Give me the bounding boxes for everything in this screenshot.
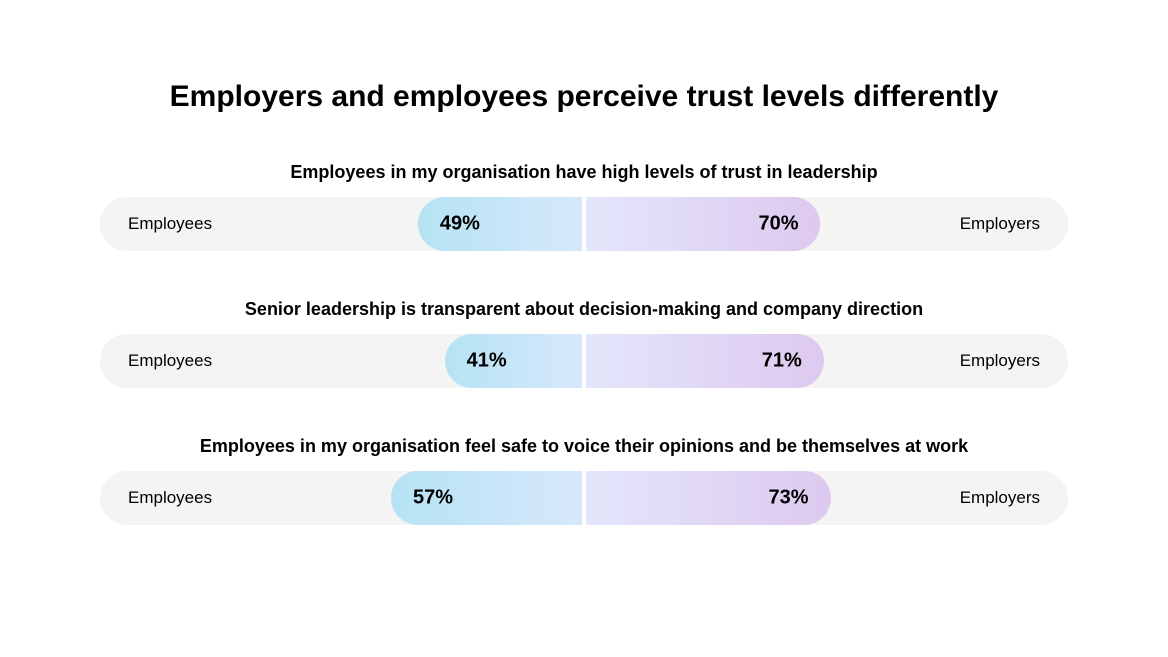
bar-track: Employees 49% 70% Employers: [100, 197, 1068, 251]
center-zone: 41% 71%: [445, 334, 824, 388]
employers-bar: 70%: [586, 197, 821, 251]
employers-bar: 71%: [586, 334, 824, 388]
employers-pct: 70%: [758, 213, 798, 236]
employers-bar: 73%: [586, 471, 831, 525]
left-label: Employees: [128, 488, 212, 508]
employees-bar: 57%: [391, 471, 582, 525]
employers-pct: 71%: [762, 350, 802, 373]
bar-track: Employees 57% 73% Employers: [100, 471, 1068, 525]
employees-pct: 57%: [413, 487, 453, 510]
employees-bar: 41%: [445, 334, 582, 388]
bar-track: Employees 41% 71% Employers: [100, 334, 1068, 388]
center-zone: 49% 70%: [418, 197, 821, 251]
left-label: Employees: [128, 214, 212, 234]
page-title: Employers and employees perceive trust l…: [100, 80, 1068, 114]
right-label: Employers: [960, 214, 1040, 234]
metric-subtitle: Employees in my organisation have high l…: [100, 162, 1068, 183]
metric-group-1: Senior leadership is transparent about d…: [100, 299, 1068, 388]
right-label: Employers: [960, 488, 1040, 508]
employees-bar: 49%: [418, 197, 582, 251]
metric-subtitle: Senior leadership is transparent about d…: [100, 299, 1068, 320]
metric-group-2: Employees in my organisation feel safe t…: [100, 436, 1068, 525]
metric-subtitle: Employees in my organisation feel safe t…: [100, 436, 1068, 457]
right-label: Employers: [960, 351, 1040, 371]
employees-pct: 41%: [467, 350, 507, 373]
center-zone: 57% 73%: [391, 471, 831, 525]
left-label: Employees: [128, 351, 212, 371]
employees-pct: 49%: [440, 213, 480, 236]
infographic-card: Employers and employees perceive trust l…: [0, 0, 1168, 657]
metric-group-0: Employees in my organisation have high l…: [100, 162, 1068, 251]
employers-pct: 73%: [769, 487, 809, 510]
